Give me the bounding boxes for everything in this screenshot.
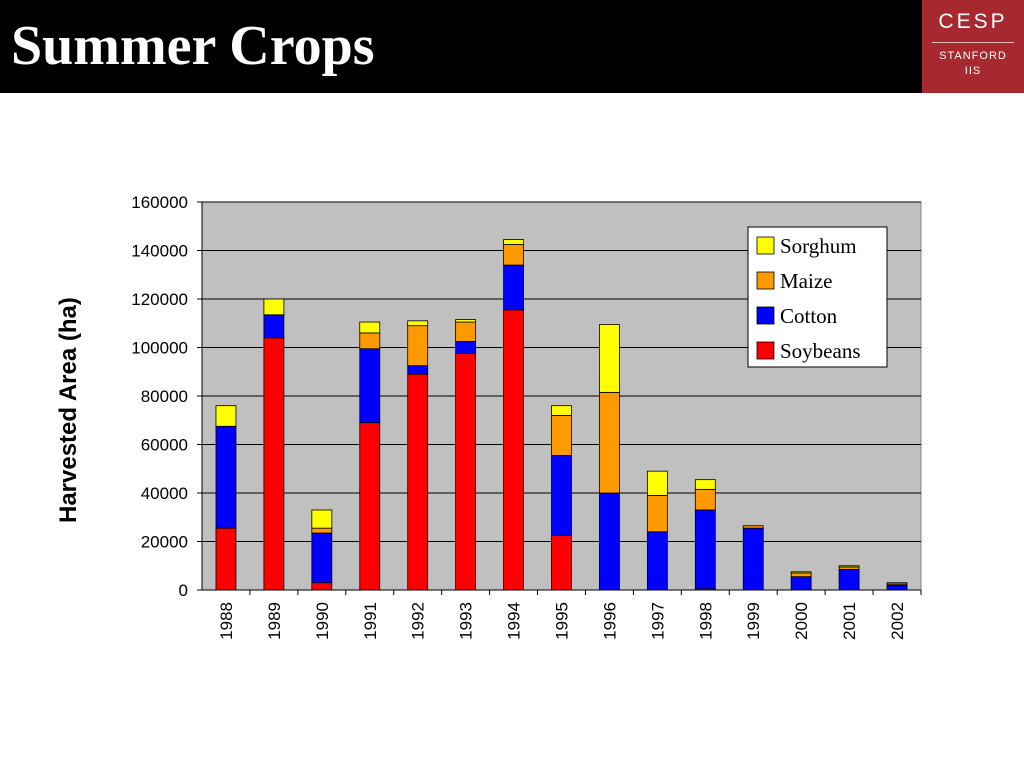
- bar-segment-sorghum-1998: [694, 479, 716, 490]
- bar-segment-maize-1990: [311, 527, 333, 534]
- x-tick-label: 1999: [744, 602, 763, 640]
- x-tick-label: 2000: [792, 602, 811, 640]
- bar-segment-maize-1992: [407, 325, 429, 367]
- bar-segment-cotton-2000: [790, 576, 812, 591]
- x-tick-label: 1994: [505, 602, 524, 640]
- bar-segment-cotton-1988: [215, 425, 237, 529]
- bar-segment-cotton-1989: [263, 314, 285, 339]
- bar-segment-sorghum-2002: [886, 582, 908, 585]
- x-tick-label: 1996: [600, 602, 619, 640]
- bar-segment-sorghum-1996: [599, 324, 620, 393]
- bar-segment-maize-1999: [742, 525, 764, 529]
- bar-segment-cotton-1990: [311, 532, 333, 584]
- y-tick-label: 40000: [141, 484, 188, 503]
- bar-segment-sorghum-1989: [263, 298, 285, 316]
- x-tick-label: 1992: [409, 602, 428, 640]
- title-bar: Summer Crops CESP STANFORD IIS: [0, 0, 1024, 93]
- bar-segment-cotton-1998: [694, 509, 716, 590]
- x-tick-label: 1995: [553, 602, 572, 640]
- legend-swatch-cotton: [756, 306, 775, 325]
- bar-segment-soybeans-1994: [503, 309, 524, 591]
- bar-segment-maize-1998: [694, 488, 716, 511]
- bar-segment-cotton-1999: [742, 527, 764, 591]
- bar-segment-soybeans-1992: [407, 373, 429, 591]
- bar-segment-cotton-1996: [599, 492, 620, 591]
- bar-segment-maize-2000: [790, 572, 812, 578]
- logo-main-text: CESP: [938, 10, 1008, 33]
- bar-segment-cotton-2002: [886, 584, 908, 591]
- bar-segment-cotton-1994: [503, 264, 524, 311]
- legend-swatch-sorghum: [756, 236, 775, 255]
- x-tick-label: 1998: [696, 602, 715, 640]
- logo-sub-text-1: STANFORD: [939, 50, 1007, 62]
- bar-segment-sorghum-1992: [407, 320, 429, 327]
- bar-segment-maize-1994: [503, 244, 524, 266]
- bar-segment-sorghum-2001: [838, 565, 860, 568]
- slide-title: Summer Crops: [11, 15, 375, 77]
- bar-segment-sorghum-1988: [215, 405, 237, 427]
- bar-segment-sorghum-1994: [503, 239, 524, 245]
- bar-segment-soybeans-1990: [311, 582, 333, 591]
- y-tick-label: 60000: [141, 436, 188, 455]
- y-tick-label: 140000: [131, 242, 188, 261]
- bar-segment-cotton-1997: [646, 531, 668, 591]
- legend-label-soybeans: Soybeans: [780, 339, 861, 363]
- bar-segment-sorghum-1990: [311, 509, 333, 529]
- y-tick-label: 160000: [131, 193, 188, 212]
- x-tick-label: 2002: [888, 602, 907, 640]
- y-axis-label: Harvested Area (ha): [55, 297, 82, 523]
- bar-segment-soybeans-1993: [455, 353, 477, 591]
- bar-segment-maize-1991: [359, 332, 381, 350]
- bar-segment-soybeans-1995: [551, 535, 572, 591]
- x-tick-label: 1993: [457, 602, 476, 640]
- bar-segment-cotton-1993: [455, 341, 477, 354]
- y-tick-label: 100000: [131, 339, 188, 358]
- bar-segment-sorghum-1995: [551, 405, 572, 416]
- bar-segment-sorghum-2000: [790, 571, 812, 574]
- bar-segment-sorghum-1993: [455, 319, 477, 323]
- y-tick-label: 80000: [141, 387, 188, 406]
- bar-segment-cotton-1992: [407, 365, 429, 375]
- bar-segment-cotton-1995: [551, 455, 572, 536]
- legend-label-maize: Maize: [780, 269, 832, 293]
- bar-segment-maize-1993: [455, 321, 477, 342]
- logo-sub-text-2: IIS: [964, 65, 982, 77]
- bar-segment-cotton-1991: [359, 348, 381, 424]
- bar-segment-sorghum-1997: [646, 470, 668, 496]
- x-tick-label: 2001: [840, 602, 859, 640]
- x-tick-label: 1997: [648, 602, 667, 640]
- legend-label-cotton: Cotton: [780, 304, 838, 328]
- logo-divider: [932, 42, 1014, 43]
- x-tick-label: 1988: [217, 602, 236, 640]
- bar-segment-maize-1996: [599, 391, 620, 494]
- bar-segment-cotton-2001: [838, 568, 860, 591]
- y-tick-label: 0: [179, 581, 188, 600]
- x-tick-label: 1989: [265, 602, 284, 640]
- legend-label-sorghum: Sorghum: [780, 234, 857, 258]
- bar-segment-sorghum-1991: [359, 321, 381, 334]
- y-tick-label: 120000: [131, 290, 188, 309]
- legend-swatch-maize: [756, 271, 775, 290]
- bar-segment-soybeans-1989: [263, 337, 285, 591]
- x-tick-label: 1990: [313, 602, 332, 640]
- bar-segment-soybeans-1988: [215, 527, 237, 591]
- cesp-stanford-logo: CESP STANFORD IIS: [922, 0, 1024, 93]
- bar-segment-maize-1997: [646, 495, 668, 533]
- legend-swatch-soybeans: [756, 341, 775, 360]
- bar-segment-soybeans-1991: [359, 422, 381, 591]
- bar-segment-maize-1995: [551, 414, 572, 456]
- y-tick-label: 20000: [141, 533, 188, 552]
- x-tick-label: 1991: [361, 602, 380, 640]
